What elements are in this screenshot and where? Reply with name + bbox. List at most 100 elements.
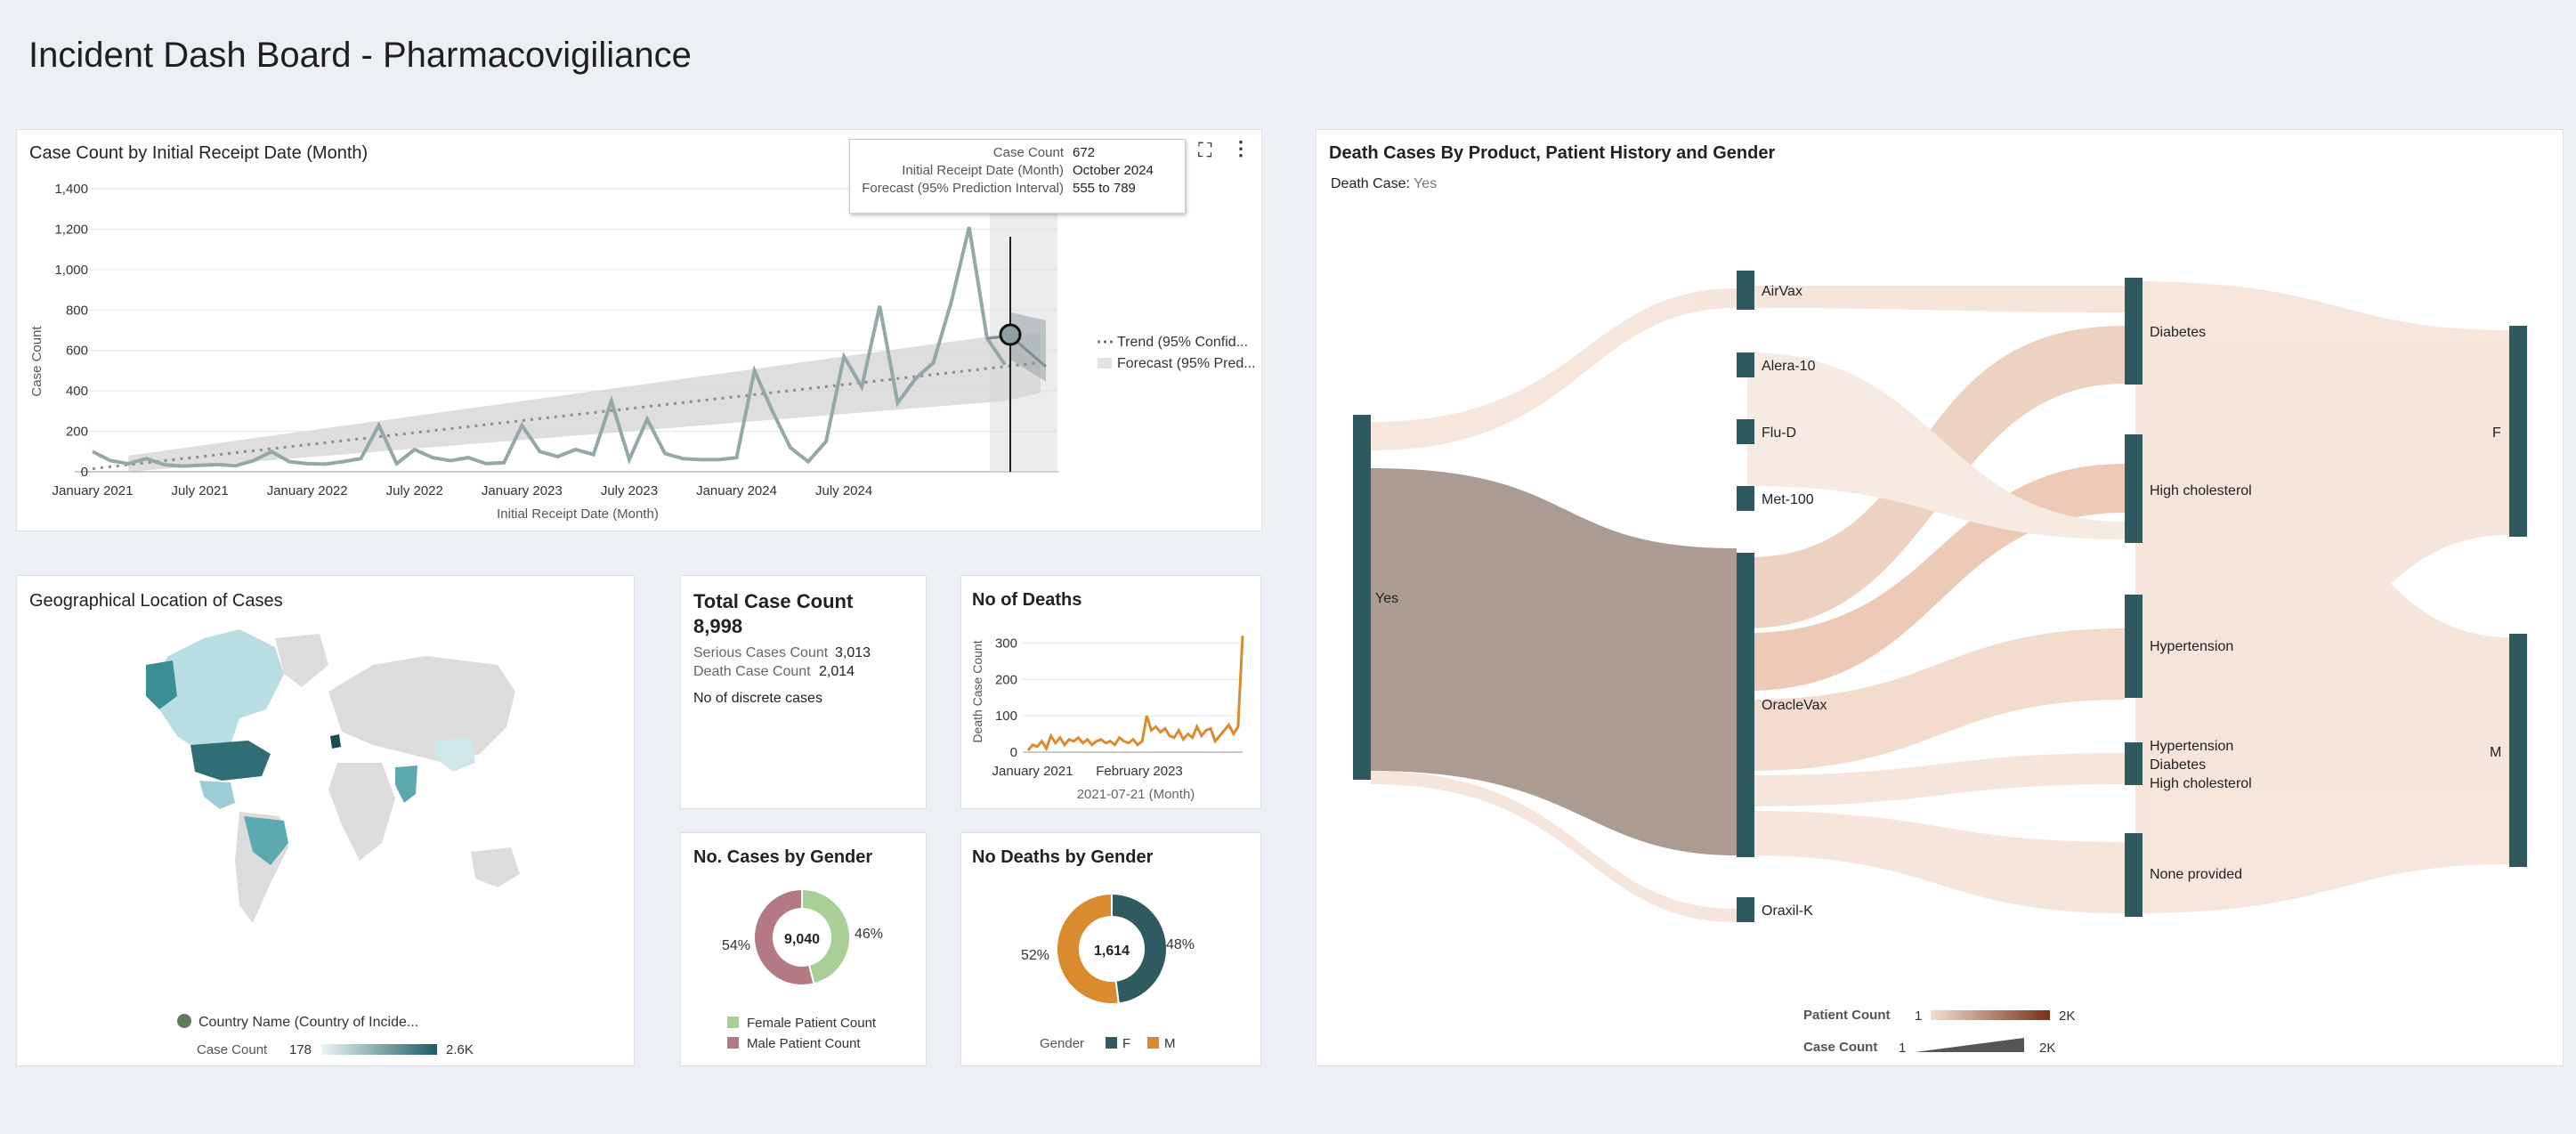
hover-point[interactable] — [999, 323, 1022, 346]
trend-xtick: January 2021 — [53, 483, 134, 498]
trend-title: Case Count by Initial Receipt Date (Mont… — [29, 143, 369, 163]
sankey-patient-label: Patient Count — [1803, 1008, 1891, 1023]
deaths-gender-donut: 1,614 52% 48% Gender F M — [1021, 892, 1195, 1051]
trend-xtick: July 2022 — [386, 483, 443, 498]
tooltip: Case Count 672 Initial Receipt Date (Mont… — [849, 139, 1186, 214]
sankey-patient-scale — [1931, 1010, 2050, 1020]
geo-scale-max: 2.6K — [446, 1042, 474, 1057]
geo-scale-label: Case Count — [197, 1042, 268, 1057]
link-yes-airvax[interactable] — [1371, 288, 1737, 450]
legend-female-label: Female Patient Count — [747, 1016, 877, 1031]
sankey-title: Death Cases By Product, Patient History … — [1329, 143, 1776, 163]
legend-trend-label: Trend (95% Confid... — [1117, 335, 1248, 350]
link-oraclevax-none[interactable] — [1747, 811, 2125, 913]
geo-legend-label: Country Name (Country of Incide... — [198, 1015, 418, 1030]
geo-scale-bar — [321, 1044, 437, 1055]
deaths-ytick: 0 — [1010, 745, 1017, 760]
node-oraxilk[interactable] — [1737, 897, 1754, 922]
sankey-chart[interactable]: Yes AirVax Alera-10 Flu-D Met-100 Oracle… — [1316, 130, 2564, 1067]
slice-f[interactable] — [1111, 892, 1168, 1005]
geo-title: Geographical Location of Cases — [29, 591, 283, 611]
link-yes-oraxilk[interactable] — [1371, 771, 1737, 922]
deaths-gender-legend-label: Gender — [1040, 1036, 1084, 1051]
legend-male-swatch — [727, 1037, 739, 1049]
deaths-ylabel: Death Case Count — [970, 640, 984, 742]
node-m-label: M — [2490, 745, 2501, 760]
trend-chart: 1,400 1,200 1,000 800 600 400 200 0 January 202… — [29, 144, 1256, 522]
link-smaller-products[interactable] — [1747, 352, 2125, 539]
node-m[interactable] — [2509, 634, 2527, 867]
slice-m[interactable] — [1056, 892, 1120, 1005]
expand-icon[interactable]: ⛶ — [1198, 139, 1212, 161]
kpi-death-label: Death Case Count — [693, 664, 811, 679]
map-eurasia — [328, 656, 515, 763]
trend-ytick: 200 — [66, 425, 88, 440]
link-oraclevax-hdh[interactable] — [1747, 753, 2125, 806]
map-brazil — [244, 816, 288, 865]
node-airvax[interactable] — [1737, 271, 1754, 310]
slice-female[interactable] — [801, 887, 851, 985]
trend-xtick: July 2024 — [815, 483, 872, 498]
slice-male[interactable] — [753, 887, 815, 986]
more-options-icon[interactable]: ⋮ — [1231, 137, 1251, 159]
map-africa — [328, 763, 395, 861]
tooltip-value: 555 to 789 — [1073, 180, 1136, 196]
link-airvax-history[interactable] — [1747, 286, 2125, 312]
geo-card: Geographical Location of Cases Country N… — [16, 575, 635, 1066]
deaths-gender-right-pct: 48% — [1166, 937, 1195, 952]
trend-confidence-band — [128, 332, 1041, 472]
sankey-case-label: Case Count — [1803, 1040, 1877, 1055]
kpi-serious-value: 3,013 — [835, 645, 871, 660]
node-cholesterol[interactable] — [2125, 434, 2143, 543]
link-oraclevax-hypertension[interactable] — [1747, 628, 2125, 771]
node-oraclevax[interactable] — [1737, 553, 1754, 857]
node-flud[interactable] — [1737, 419, 1754, 444]
tooltip-value: 672 — [1073, 144, 1096, 160]
link-history-m[interactable] — [2135, 397, 2509, 913]
tooltip-key: Forecast (95% Prediction Interval) — [862, 180, 1064, 196]
cases-gender-donut: 9,040 54% 46% Female Patient Count Male … — [722, 887, 883, 1051]
sankey-card: Death Cases By Product, Patient History … — [1316, 129, 2564, 1066]
node-hypertension[interactable] — [2125, 595, 2143, 698]
legend-country-icon — [177, 1014, 191, 1028]
node-none[interactable] — [2125, 833, 2143, 917]
map-china — [435, 738, 475, 772]
node-airvax-label: AirVax — [1762, 284, 1802, 299]
trend-ytick: 1,400 — [54, 182, 88, 197]
node-hdh[interactable] — [2125, 742, 2143, 785]
trend-ytick: 400 — [66, 384, 88, 399]
sankey-patient-min: 1 — [1915, 1008, 1922, 1024]
trend-ytick: 600 — [66, 344, 88, 359]
legend-m-swatch — [1147, 1037, 1159, 1049]
deaths-title: No of Deaths — [972, 590, 1082, 610]
trend-xtick: July 2023 — [601, 483, 658, 498]
case-count-series — [92, 226, 1007, 468]
legend-forecast-label: Forecast (95% Pred... — [1117, 356, 1256, 371]
tooltip-key: Case Count — [992, 144, 1064, 160]
node-f[interactable] — [2509, 326, 2527, 537]
trend-xtick: January 2024 — [696, 483, 777, 498]
deaths-chart: 300 200 100 0 Death Case Count January 2021… — [970, 636, 1244, 802]
trend-xtick: July 2021 — [171, 483, 228, 498]
node-alera10[interactable] — [1737, 352, 1754, 377]
world-map[interactable]: Country Name (Country of Incide... Case … — [17, 576, 636, 1067]
deaths-gender-card: No Deaths by Gender 1,614 52% 48% Gender… — [960, 832, 1261, 1066]
map-north-america — [150, 629, 284, 754]
sankey-filter-value: Yes — [1414, 176, 1438, 191]
link-yes-oraclevax[interactable] — [1371, 468, 1737, 855]
node-diabetes[interactable] — [2125, 278, 2143, 385]
trend-ylabel: Case Count — [29, 326, 45, 397]
trend-xlabel: Initial Receipt Date (Month) — [497, 506, 659, 522]
node-yes[interactable] — [1353, 415, 1371, 780]
node-met100[interactable] — [1737, 486, 1754, 511]
legend-f-label: F — [1122, 1036, 1130, 1051]
sankey-case-min: 1 — [1899, 1041, 1906, 1056]
node-hdh-label-3: High cholesterol — [2150, 776, 2252, 791]
deaths-gender-title: No Deaths by Gender — [972, 847, 1154, 867]
deaths-ytick: 200 — [995, 672, 1017, 687]
kpi-death-value: 2,014 — [819, 664, 855, 679]
sankey-case-scale — [1915, 1038, 2024, 1052]
map-uk — [330, 734, 341, 749]
node-flud-label: Flu-D — [1762, 425, 1796, 441]
legend-m-label: M — [1164, 1036, 1176, 1051]
